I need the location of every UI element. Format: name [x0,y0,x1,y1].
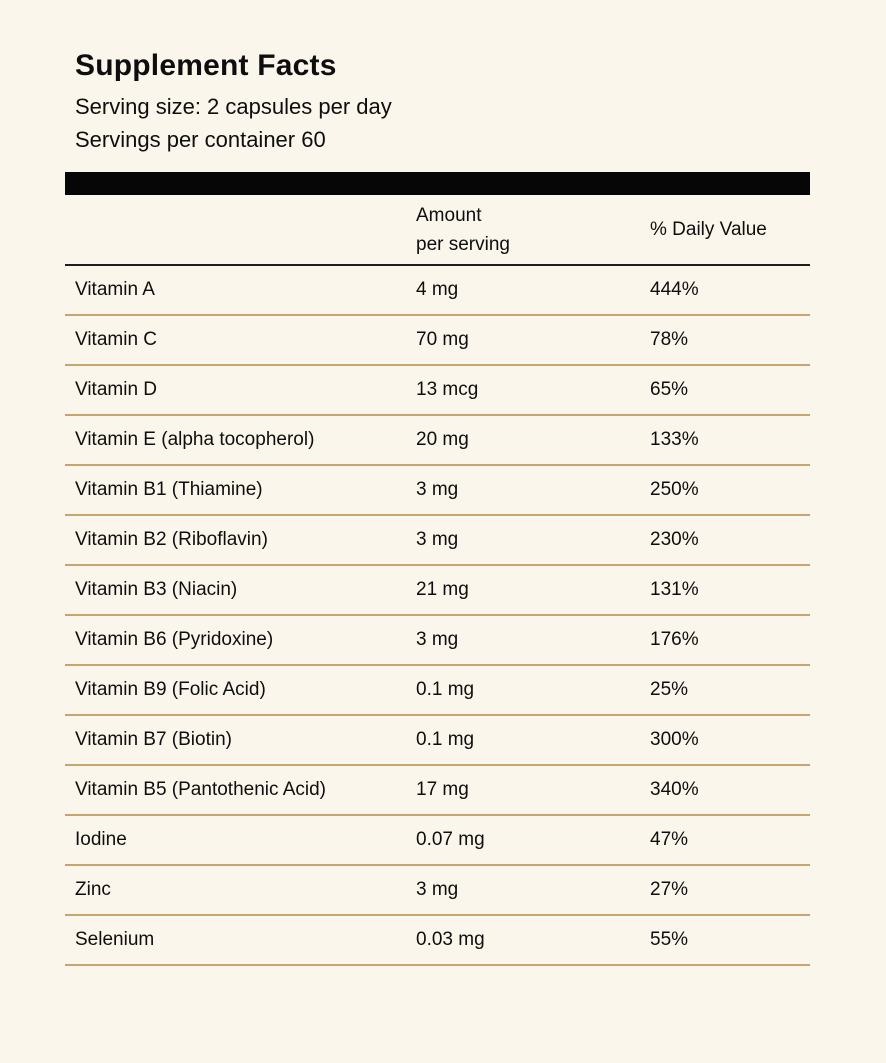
nutrient-amount: 3 mg [416,879,459,900]
nutrient-amount: 20 mg [416,429,469,450]
table-row: Vitamin B1 (Thiamine) 3 mg 250% [65,466,810,516]
nutrient-amount: 0.07 mg [416,829,485,850]
nutrient-name: Vitamin B3 (Niacin) [75,579,238,600]
table-header-row: Amount per serving % Daily Value [65,195,810,266]
nutrient-name: Vitamin E (alpha tocopherol) [75,429,315,450]
nutrient-amount: 3 mg [416,479,459,500]
nutrient-amount: 3 mg [416,529,459,550]
nutrient-daily-value: 131% [650,579,699,600]
nutrient-name: Vitamin B2 (Riboflavin) [75,529,268,550]
table-body: Vitamin A 4 mg 444% Vitamin C 70 mg 78% … [65,266,810,966]
nutrient-name: Zinc [75,879,111,900]
nutrient-daily-value: 444% [650,279,699,300]
nutrient-daily-value: 55% [650,929,689,950]
nutrient-daily-value: 27% [650,879,689,900]
nutrient-amount: 0.1 mg [416,679,475,700]
nutrient-amount: 13 mcg [416,379,479,400]
nutrient-amount: 0.1 mg [416,729,475,750]
table-row: Zinc 3 mg 27% [65,866,810,916]
serving-info: Serving size: 2 capsules per day Serving… [65,90,810,156]
table-row: Iodine 0.07 mg 47% [65,816,810,866]
nutrient-daily-value: 25% [650,679,689,700]
nutrient-name: Vitamin B9 (Folic Acid) [75,679,266,700]
header-amount-line2: per serving [416,233,510,255]
nutrient-daily-value: 176% [650,629,699,650]
nutrient-amount: 4 mg [416,279,459,300]
nutrient-daily-value: 250% [650,479,699,500]
nutrient-daily-value: 47% [650,829,689,850]
serving-size-text: Serving size: 2 capsules per day [75,94,392,119]
facts-table: Amount per serving % Daily Value Vitamin… [65,195,810,966]
nutrient-name: Vitamin D [75,379,158,400]
nutrient-name: Vitamin B1 (Thiamine) [75,479,263,500]
nutrient-amount: 3 mg [416,629,459,650]
nutrient-amount: 0.03 mg [416,929,485,950]
nutrient-name: Vitamin B5 (Pantothenic Acid) [75,779,327,800]
nutrient-daily-value: 230% [650,529,699,550]
nutrient-name: Vitamin B6 (Pyridoxine) [75,629,274,650]
table-row: Vitamin C 70 mg 78% [65,316,810,366]
nutrient-daily-value: 340% [650,779,699,800]
table-row: Vitamin B7 (Biotin) 0.1 mg 300% [65,716,810,766]
nutrient-amount: 70 mg [416,329,469,350]
header-amount-line1: Amount [416,204,482,226]
table-row: Vitamin B6 (Pyridoxine) 3 mg 176% [65,616,810,666]
nutrient-amount: 21 mg [416,579,469,600]
nutrient-daily-value: 133% [650,429,699,450]
table-row: Vitamin D 13 mcg 65% [65,366,810,416]
page-title: Supplement Facts [75,49,337,82]
table-row: Vitamin B9 (Folic Acid) 0.1 mg 25% [65,666,810,716]
nutrient-name: Vitamin B7 (Biotin) [75,729,232,750]
table-row: Vitamin B2 (Riboflavin) 3 mg 230% [65,516,810,566]
divider-bar [65,172,810,195]
nutrient-name: Selenium [75,929,155,950]
nutrient-daily-value: 78% [650,329,689,350]
table-row: Vitamin E (alpha tocopherol) 20 mg 133% [65,416,810,466]
table-row: Vitamin B5 (Pantothenic Acid) 17 mg 340% [65,766,810,816]
table-row: Vitamin A 4 mg 444% [65,266,810,316]
table-row: Selenium 0.03 mg 55% [65,916,810,966]
nutrient-daily-value: 300% [650,729,699,750]
nutrient-daily-value: 65% [650,379,689,400]
supplement-facts-label: Supplement Facts Serving size: 2 capsule… [65,0,810,966]
nutrient-name: Vitamin A [75,279,155,300]
table-row: Vitamin B3 (Niacin) 21 mg 131% [65,566,810,616]
nutrient-name: Vitamin C [75,329,158,350]
nutrient-amount: 17 mg [416,779,469,800]
servings-per-container-text: Servings per container 60 [75,127,326,152]
header-amount-per-serving: Amount per serving [416,201,650,259]
nutrient-name: Iodine [75,829,127,850]
header-daily-value: % Daily Value [650,218,767,240]
